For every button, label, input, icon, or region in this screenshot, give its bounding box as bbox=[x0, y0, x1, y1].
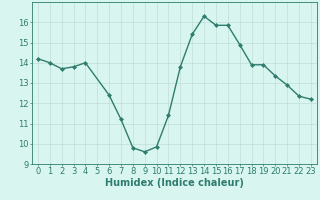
X-axis label: Humidex (Indice chaleur): Humidex (Indice chaleur) bbox=[105, 178, 244, 188]
